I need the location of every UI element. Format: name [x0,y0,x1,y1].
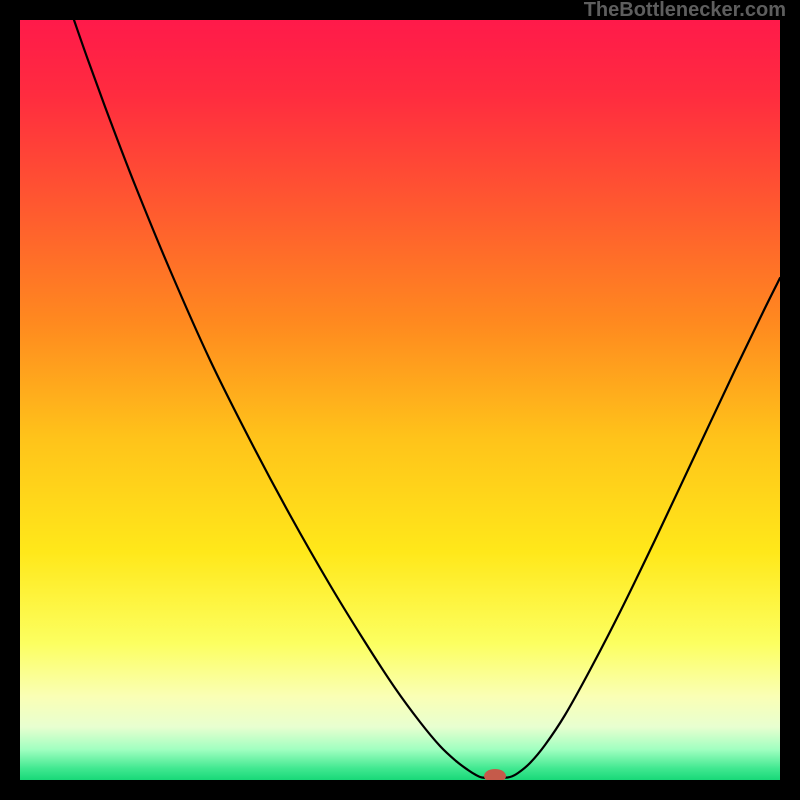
watermark-text: TheBottlenecker.com [584,0,786,22]
gradient-background [20,20,780,780]
bottleneck-curve-chart [20,20,780,780]
